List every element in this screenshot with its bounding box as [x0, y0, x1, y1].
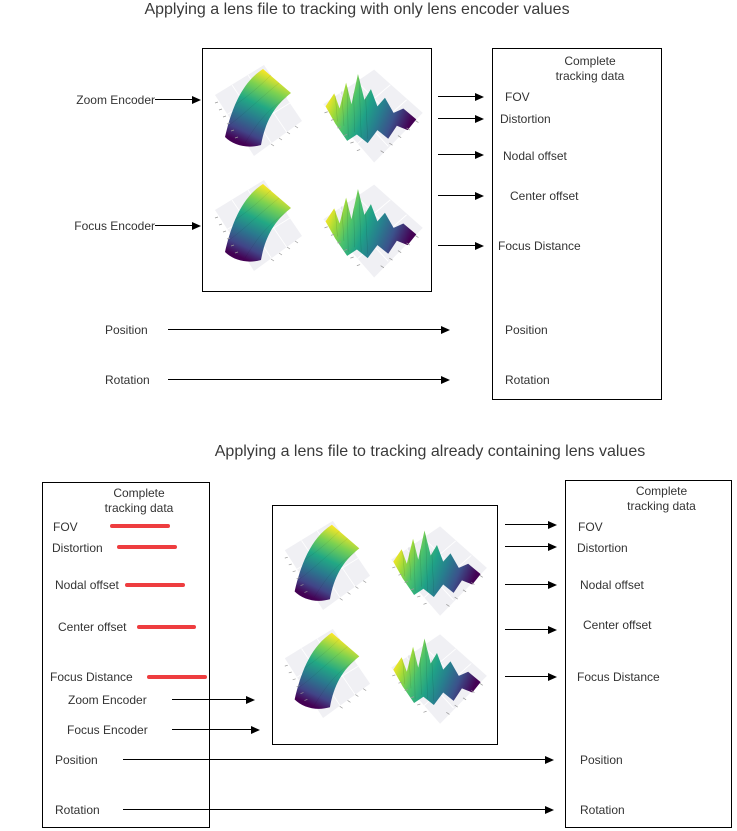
- focus-encoder-label: Focus Encoder: [67, 723, 148, 737]
- focus-encoder-label: Focus Encoder: [74, 219, 155, 233]
- zoom-encoder-label: Zoom Encoder: [76, 93, 155, 107]
- arrow-focus-encoder: [172, 725, 260, 734]
- header-line2: tracking data: [555, 69, 625, 83]
- field-fov: FOV: [53, 520, 78, 534]
- header-line1: Complete: [564, 54, 616, 68]
- tracking-box-source-header: Complete tracking data: [55, 486, 223, 516]
- tracking-box-top-header: Complete tracking data: [505, 54, 675, 84]
- strikethrough-line-distortion: [117, 545, 177, 549]
- rotation-label: Rotation: [55, 803, 100, 817]
- arrow-center-offset: [505, 625, 557, 634]
- surface-plot-bumpy: [317, 61, 427, 169]
- arrow-rotation: [123, 805, 554, 814]
- arrow-fov: [438, 92, 484, 101]
- arrow-nodal-offset: [505, 580, 557, 589]
- arrow-focus-distance: [505, 672, 557, 681]
- zoom-encoder-label: Zoom Encoder: [68, 693, 147, 707]
- arrow-nodal-offset: [438, 150, 484, 159]
- arrow-fov: [505, 520, 557, 529]
- field-nodal-offset: Nodal offset: [503, 149, 567, 163]
- strikethrough-line-focus-distance: [147, 675, 207, 679]
- surface-plot-smooth: [277, 620, 375, 724]
- field-center-offset: Center offset: [58, 620, 127, 634]
- arrow-rotation: [168, 375, 450, 384]
- field-position: Position: [505, 323, 548, 337]
- field-nodal-offset: Nodal offset: [580, 578, 644, 592]
- field-focus-distance: Focus Distance: [577, 670, 660, 684]
- header-line2: tracking data: [627, 499, 696, 513]
- field-position: Position: [580, 753, 623, 767]
- arrow-position: [123, 755, 554, 764]
- strikethrough-line-center-offset: [137, 625, 196, 629]
- header-line2: tracking data: [104, 501, 174, 515]
- field-rotation: Rotation: [505, 373, 550, 387]
- field-center-offset: Center offset: [583, 618, 652, 632]
- surface-plot-bumpy: [317, 176, 427, 284]
- top-title: Applying a lens file to tracking with on…: [144, 1, 570, 18]
- strikethrough-line-fov: [110, 524, 170, 528]
- field-focus-distance: Focus Distance: [50, 670, 133, 684]
- arrow-distortion: [438, 114, 484, 123]
- arrow-distortion: [505, 542, 557, 551]
- surface-plot-smooth: [207, 170, 307, 278]
- arrow-position: [168, 325, 450, 334]
- header-line1: Complete: [113, 486, 165, 500]
- rotation-label: Rotation: [105, 373, 150, 387]
- surface-plot-smooth: [207, 55, 307, 163]
- field-nodal-offset: Nodal offset: [55, 578, 119, 592]
- arrow-zoom-encoder: [155, 95, 201, 104]
- position-label: Position: [105, 323, 148, 337]
- field-distortion: Distortion: [577, 541, 628, 555]
- position-label: Position: [55, 753, 98, 767]
- tracking-box-result: [565, 480, 732, 828]
- strikethrough-line-nodal-offset: [125, 583, 185, 587]
- field-center-offset: Center offset: [510, 189, 579, 203]
- tracking-box-result-header: Complete tracking data: [578, 484, 737, 514]
- surface-plot-bumpy: [384, 626, 492, 730]
- field-distortion: Distortion: [52, 541, 103, 555]
- arrow-zoom-encoder: [172, 695, 255, 704]
- field-distortion: Distortion: [500, 112, 551, 126]
- arrow-focus-encoder: [155, 221, 201, 230]
- surface-plot-bumpy: [384, 518, 492, 622]
- bottom-title: Applying a lens file to tracking already…: [214, 443, 646, 460]
- header-line1: Complete: [635, 484, 688, 498]
- tracking-box-source: [42, 482, 210, 828]
- arrow-center-offset: [438, 191, 484, 200]
- surface-plot-smooth: [277, 512, 375, 616]
- field-fov: FOV: [505, 90, 530, 104]
- tracking-box-top: [492, 48, 662, 400]
- field-focus-distance: Focus Distance: [498, 239, 581, 253]
- field-fov: FOV: [578, 520, 603, 534]
- arrow-focus-distance: [438, 241, 484, 250]
- field-rotation: Rotation: [580, 803, 625, 817]
